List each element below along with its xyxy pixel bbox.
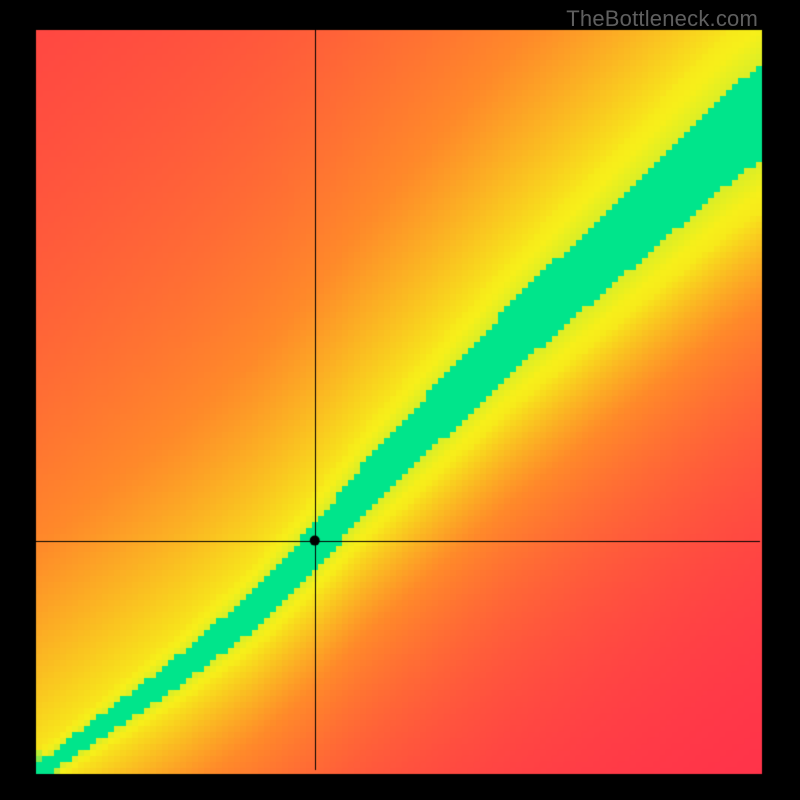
bottleneck-heatmap [0,0,800,800]
watermark-label: TheBottleneck.com [566,6,758,32]
